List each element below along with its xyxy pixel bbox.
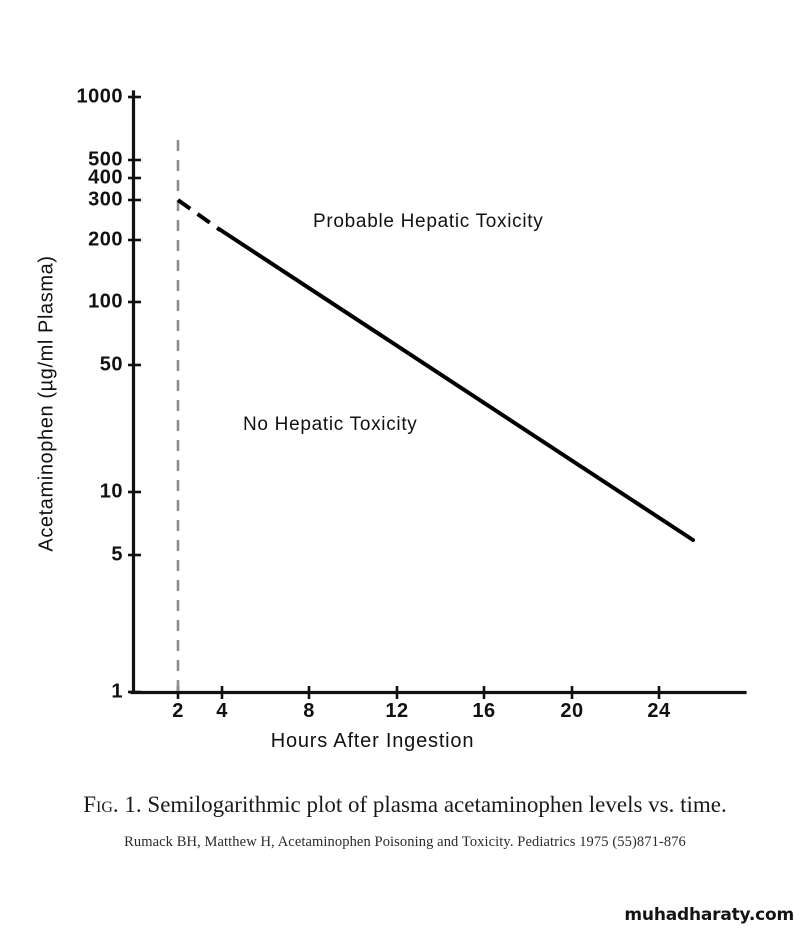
figure-caption-block: Fig. 1. Semilogarithmic plot of plasma a… [0, 790, 810, 851]
x-tick-8: 8 [303, 700, 315, 722]
treatment-line-solid-segment [217, 227, 695, 542]
y-tick-500: 500 [88, 148, 123, 171]
figure-number-prefix: Fig. [83, 792, 119, 817]
annotation-no-hepatic-toxicity: No Hepatic Toxicity [243, 414, 418, 435]
x-axis-title: Hours After Ingestion [270, 730, 475, 752]
figure-number: 1. [124, 792, 142, 817]
chart-plot-area: 1000 500 400 300 200 100 50 10 5 1 2 4 8… [0, 0, 810, 770]
y-axis-ticks [128, 95, 141, 694]
x-tick-2: 2 [172, 700, 184, 722]
site-watermark: muhadharaty.com [624, 905, 794, 925]
y-tick-1000: 1000 [76, 85, 123, 108]
figure-caption-text: Semilogarithmic plot of plasma acetamino… [147, 792, 727, 817]
figure-citation: Rumack BH, Matthew H, Acetaminophen Pois… [124, 834, 686, 851]
x-tick-20: 20 [560, 700, 584, 722]
figure-caption: Fig. 1. Semilogarithmic plot of plasma a… [0, 790, 810, 819]
x-axis-tick-labels: 2 4 8 12 16 20 24 [0, 700, 810, 730]
y-axis-title: Acetaminophen (µg/ml Plasma) [35, 255, 58, 552]
y-tick-10: 10 [99, 480, 123, 503]
x-tick-12: 12 [385, 700, 409, 722]
nomogram-chart [128, 90, 747, 699]
y-tick-300: 300 [88, 188, 123, 211]
y-tick-1: 1 [111, 680, 123, 703]
x-tick-16: 16 [472, 700, 496, 722]
x-axis-ticks [176, 686, 661, 699]
y-axis-tick-labels: 1000 500 400 300 200 100 50 10 5 1 [53, 0, 123, 770]
treatment-line-dashed-segment [176, 198, 222, 232]
y-tick-5: 5 [111, 543, 123, 566]
y-tick-400: 400 [88, 166, 123, 189]
annotation-probable-hepatic-toxicity: Probable Hepatic Toxicity [313, 211, 544, 232]
y-tick-200: 200 [88, 228, 123, 251]
y-tick-50: 50 [99, 353, 123, 376]
y-tick-100: 100 [88, 290, 123, 313]
x-tick-24: 24 [647, 700, 671, 722]
x-tick-4: 4 [216, 700, 228, 722]
